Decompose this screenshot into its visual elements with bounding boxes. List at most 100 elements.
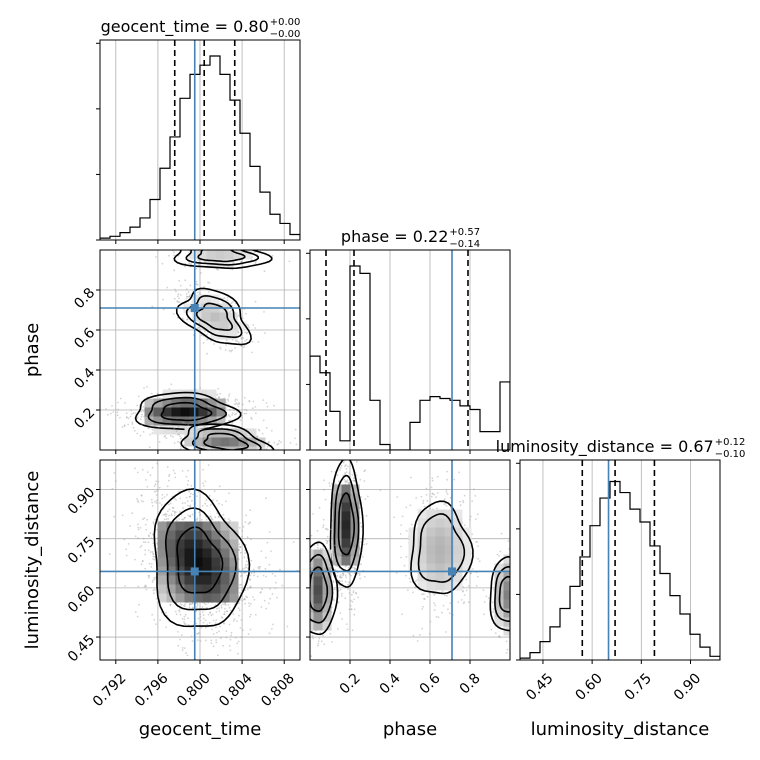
scatter-point <box>200 626 203 629</box>
scatter-point <box>152 521 155 524</box>
scatter-point <box>265 575 267 578</box>
scatter-point <box>443 503 446 506</box>
scatter-point <box>312 513 314 515</box>
scatter-point <box>189 514 192 517</box>
scatter-point <box>512 575 514 577</box>
scatter-point <box>243 396 246 399</box>
scatter-point <box>151 501 154 504</box>
scatter-point <box>208 495 211 497</box>
density-cell <box>462 545 472 555</box>
scatter-point <box>160 425 163 427</box>
scatter-point <box>365 543 368 545</box>
scatter-point <box>188 243 190 245</box>
scatter-point <box>154 623 157 625</box>
density-cell <box>237 321 247 331</box>
density-cell <box>453 509 463 519</box>
scatter-point <box>190 484 193 487</box>
scatter-point <box>186 295 188 298</box>
scatter-point <box>341 572 344 575</box>
scatter-point <box>177 440 179 443</box>
scatter-point <box>162 308 165 311</box>
scatter-point <box>277 442 280 445</box>
scatter-point <box>190 238 192 240</box>
scatter-point <box>202 621 205 624</box>
scatter-point <box>151 505 154 507</box>
scatter-point <box>425 487 428 490</box>
density-cell <box>417 554 427 564</box>
density-cell <box>202 521 212 531</box>
scatter-point <box>225 636 228 639</box>
scatter-point <box>206 352 209 355</box>
scatter-point <box>199 613 202 616</box>
scatter-point <box>153 558 156 561</box>
scatter-point <box>307 589 309 591</box>
density-cell <box>193 437 203 447</box>
scatter-point <box>259 566 262 568</box>
scatter-point <box>239 419 242 422</box>
panel-border <box>519 459 721 661</box>
scatter-point <box>191 606 194 609</box>
panel-title-minus: −0.14 <box>449 239 480 250</box>
scatter-point <box>434 604 436 607</box>
scatter-point <box>226 296 229 299</box>
scatter-point <box>190 263 193 266</box>
scatter-point <box>329 528 332 531</box>
scatter-point <box>445 631 447 633</box>
scatter-point <box>139 527 142 529</box>
scatter-point <box>140 563 143 566</box>
scatter-point <box>222 644 225 647</box>
scatter-point <box>149 433 152 436</box>
scatter-point <box>317 644 319 647</box>
scatter-point <box>343 478 346 481</box>
scatter-point <box>347 583 349 586</box>
density-cell <box>202 437 212 447</box>
scatter-point <box>225 245 227 247</box>
scatter-point <box>229 248 231 250</box>
scatter-point <box>148 562 151 565</box>
scatter-point <box>238 543 241 546</box>
scatter-point <box>225 401 227 404</box>
scatter-point <box>257 341 260 343</box>
scatter-point <box>471 533 473 536</box>
scatter-point <box>239 627 242 629</box>
scatter-point <box>185 288 188 290</box>
scatter-point <box>465 589 468 592</box>
scatter-point <box>186 295 189 298</box>
scatter-point <box>213 242 215 244</box>
scatter-point <box>165 626 167 629</box>
scatter-point <box>277 453 279 455</box>
scatter-point <box>238 403 241 405</box>
scatter-point <box>244 453 246 455</box>
scatter-point <box>234 403 236 406</box>
scatter-point <box>188 602 191 605</box>
scatter-point <box>207 222 209 224</box>
scatter-point <box>229 310 232 313</box>
scatter-point <box>395 572 398 574</box>
scatter-point <box>343 433 345 435</box>
scatter-point <box>474 495 477 497</box>
scatter-point <box>240 619 243 621</box>
scatter-point <box>256 575 259 578</box>
hist-panel-phase: phase = 0.22 +0.57−0.14 <box>306 227 511 454</box>
scatter-point <box>405 506 408 509</box>
density-cell <box>350 484 360 494</box>
scatter-point <box>433 602 436 604</box>
scatter-point <box>197 491 200 493</box>
scatter-point <box>215 631 218 634</box>
scatter-point <box>310 534 313 537</box>
scatter-point <box>230 302 233 305</box>
scatter-point <box>153 490 156 493</box>
scatter-point <box>338 455 340 457</box>
scatter-point <box>181 617 184 620</box>
scatter-point <box>240 583 243 586</box>
scatter-point <box>242 525 245 528</box>
scatter-point <box>237 640 240 643</box>
scatter-point <box>213 490 216 493</box>
scatter-point <box>333 588 336 591</box>
scatter-point <box>342 418 344 420</box>
scatter-point <box>277 454 279 456</box>
scatter-point <box>199 513 202 516</box>
scatter-point <box>469 519 471 521</box>
density-cell <box>453 518 463 528</box>
scatter-point <box>165 518 168 521</box>
